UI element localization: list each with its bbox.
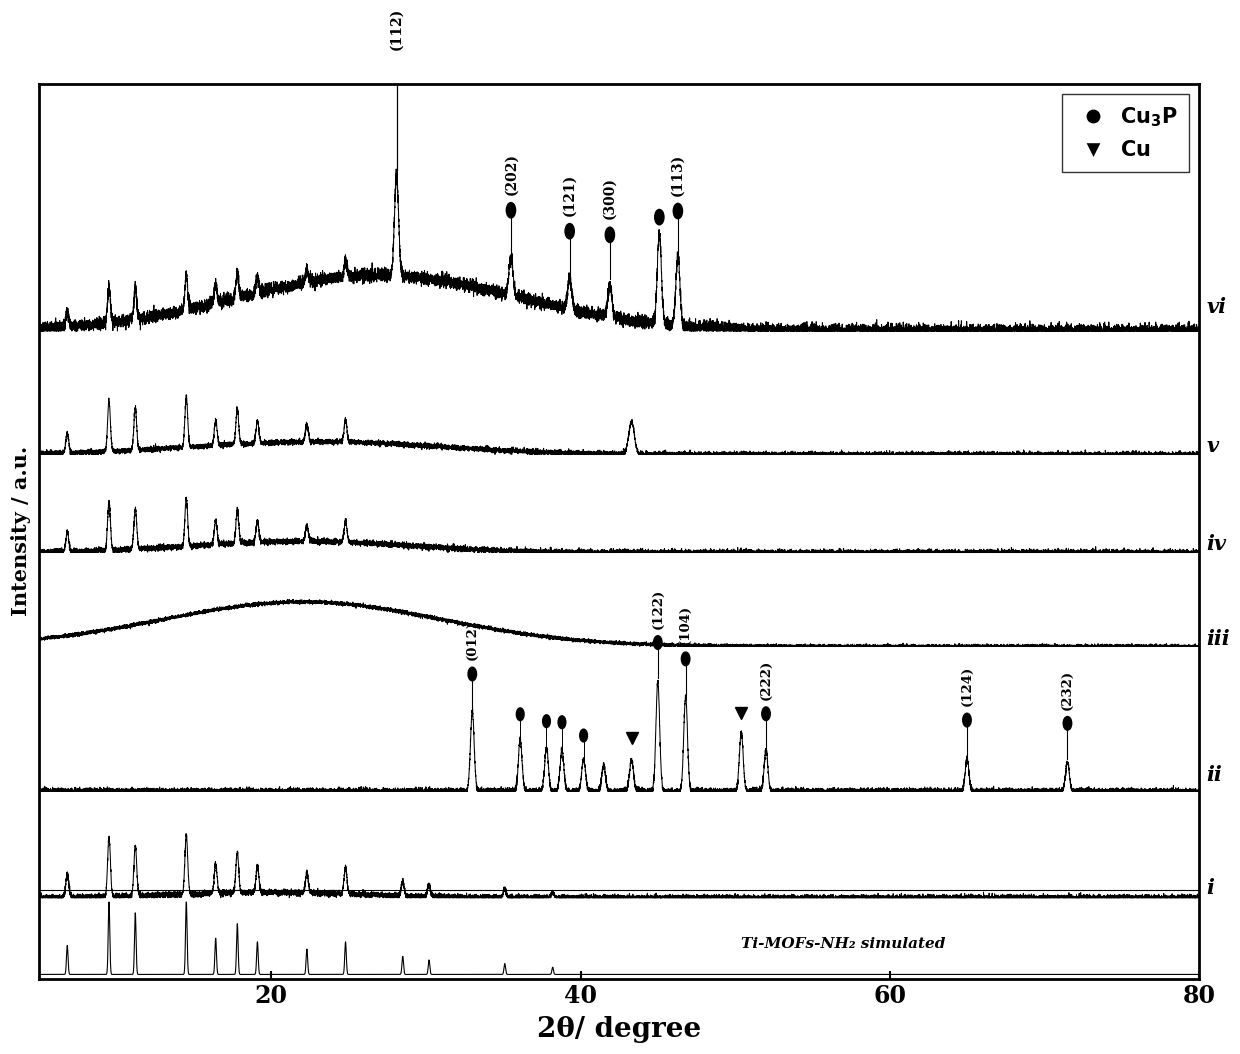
Text: (112): (112) <box>389 8 403 51</box>
Text: (202): (202) <box>503 153 518 195</box>
Ellipse shape <box>655 210 663 225</box>
Text: ii: ii <box>1207 764 1223 784</box>
Ellipse shape <box>1063 717 1071 730</box>
Ellipse shape <box>673 203 682 219</box>
Ellipse shape <box>580 729 588 742</box>
Ellipse shape <box>962 714 971 727</box>
Ellipse shape <box>653 636 662 649</box>
Text: (222): (222) <box>760 660 773 700</box>
Text: iii: iii <box>1207 629 1230 649</box>
Text: v: v <box>1207 435 1219 455</box>
Text: Ti-MOFs-NH₂ simulated: Ti-MOFs-NH₂ simulated <box>742 937 945 952</box>
Text: i: i <box>1207 878 1214 898</box>
Ellipse shape <box>681 652 689 666</box>
Text: (012): (012) <box>466 620 479 661</box>
Ellipse shape <box>467 667 476 681</box>
Ellipse shape <box>516 708 525 721</box>
Text: (232): (232) <box>1061 669 1074 709</box>
Text: vi: vi <box>1207 296 1226 316</box>
Ellipse shape <box>543 715 551 727</box>
X-axis label: 2θ/ degree: 2θ/ degree <box>537 1016 702 1042</box>
Ellipse shape <box>558 716 565 728</box>
Ellipse shape <box>761 707 770 721</box>
Text: (124): (124) <box>961 666 973 706</box>
Text: (104): (104) <box>680 605 692 645</box>
Text: iv: iv <box>1207 534 1226 554</box>
Text: (122): (122) <box>651 588 665 629</box>
Ellipse shape <box>605 228 615 242</box>
Text: (121): (121) <box>563 174 577 216</box>
Ellipse shape <box>391 62 402 81</box>
Text: (113): (113) <box>671 154 684 196</box>
Legend: $\mathbf{Cu_3P}$, $\mathbf{Cu}$: $\mathbf{Cu_3P}$, $\mathbf{Cu}$ <box>1061 94 1189 172</box>
Y-axis label: Intensity / a.u.: Intensity / a.u. <box>11 446 31 617</box>
Ellipse shape <box>506 202 516 218</box>
Text: (300): (300) <box>603 177 616 219</box>
Ellipse shape <box>565 223 574 239</box>
